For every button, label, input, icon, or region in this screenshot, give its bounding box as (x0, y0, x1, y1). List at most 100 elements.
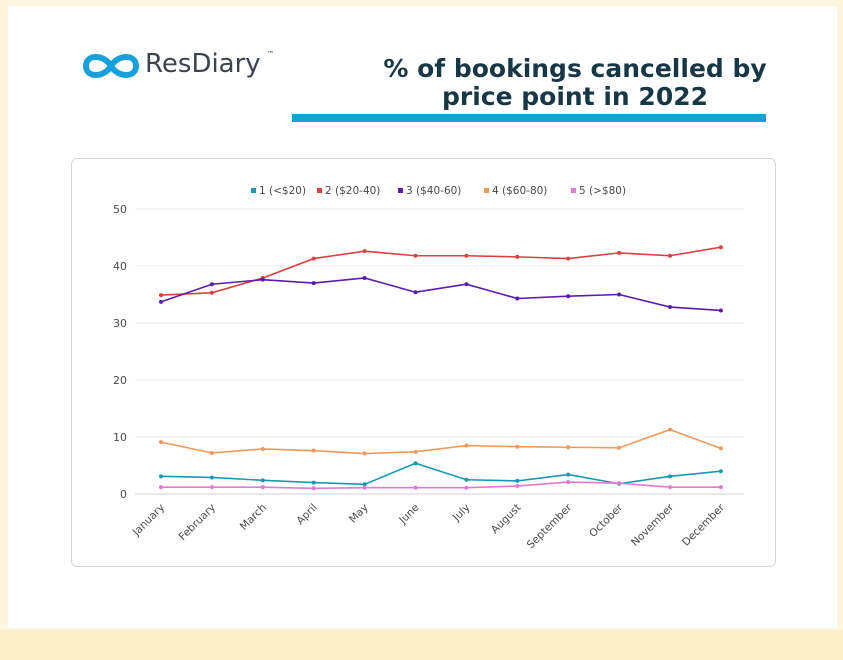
data-point (566, 256, 571, 261)
series-line (160, 277, 721, 312)
data-point (617, 445, 622, 450)
y-tick-label: 20 (113, 374, 127, 387)
x-axis-ticks: January February March April May June July Augu… (130, 501, 728, 551)
data-point (159, 299, 163, 304)
data-point (209, 282, 214, 287)
title-line-2: price point in 2022 (441, 82, 708, 111)
resdiary-logo: ResDiary ™ (82, 48, 282, 84)
series (159, 480, 723, 491)
data-point (362, 451, 367, 456)
data-point (515, 254, 520, 259)
chart-container: 0 10 20 30 40 50 January February March April May… (71, 158, 776, 567)
brand-name: ResDiary (145, 49, 261, 79)
data-point (718, 469, 723, 474)
data-point (209, 485, 214, 490)
page-title: % of bookings cancelled by price point i… (360, 55, 790, 111)
x-tick-label: January (130, 502, 167, 539)
data-point (260, 277, 265, 282)
data-point (413, 461, 418, 466)
data-point (617, 292, 622, 297)
legend-marker (571, 188, 576, 193)
data-point (718, 485, 723, 490)
data-point (718, 245, 723, 250)
data-point (413, 253, 418, 258)
y-tick-label: 50 (113, 203, 127, 216)
y-tick-label: 10 (113, 431, 127, 444)
legend-label: 4 ($60-80) (492, 185, 547, 197)
data-point (718, 446, 723, 451)
data-point (362, 485, 367, 490)
y-tick-label: 0 (120, 488, 127, 501)
data-point (159, 474, 163, 479)
legend-marker (398, 188, 403, 193)
title-underline (292, 114, 766, 122)
series-line (161, 481, 721, 490)
legend-marker (484, 188, 489, 193)
series-line (160, 462, 721, 486)
legend-marker (251, 188, 256, 193)
data-point (413, 449, 418, 454)
x-tick-label: October (587, 501, 626, 540)
data-point (515, 444, 520, 449)
data-point (311, 281, 316, 286)
trademark-symbol: ™ (267, 50, 274, 58)
data-point (159, 293, 163, 298)
data-point (566, 445, 571, 450)
x-tick-label: June (396, 502, 421, 527)
x-tick-label: February (177, 502, 218, 543)
data-point (464, 443, 469, 448)
data-point (260, 446, 265, 451)
data-point (209, 290, 214, 295)
series-lines (159, 245, 723, 491)
data-point (617, 250, 622, 255)
series-line (160, 428, 722, 455)
legend-label: 2 ($20-40) (325, 185, 380, 197)
data-point (311, 486, 316, 491)
data-point (362, 482, 367, 487)
data-point (311, 448, 316, 453)
data-point (260, 485, 265, 490)
x-tick-label: July (450, 502, 473, 525)
data-point (515, 478, 520, 483)
data-point (668, 253, 672, 258)
data-point (464, 253, 469, 258)
data-point (668, 485, 672, 490)
x-tick-label: May (347, 502, 371, 526)
title-line-1: % of bookings cancelled by (383, 54, 767, 83)
data-point (668, 427, 672, 432)
data-point (413, 290, 418, 295)
legend: 1 (<$20) 2 ($20-40) 3 ($40-60) 4 ($60-80) 5 … (251, 185, 626, 197)
data-point (260, 478, 265, 483)
data-point (362, 249, 367, 254)
x-tick-label: November (629, 501, 677, 549)
series (159, 427, 723, 456)
x-tick-label: December (680, 501, 727, 548)
data-point (209, 475, 214, 480)
legend-label: 3 ($40-60) (406, 185, 461, 197)
data-point (668, 305, 672, 310)
data-point (566, 472, 571, 477)
data-point (209, 450, 214, 455)
series (159, 245, 723, 298)
series (159, 461, 723, 487)
data-point (311, 480, 316, 485)
data-point (159, 485, 163, 490)
data-point (464, 477, 469, 482)
legend-label: 1 (<$20) (259, 185, 306, 197)
x-tick-label: March (238, 502, 269, 533)
data-point (668, 474, 672, 479)
data-point (311, 256, 316, 261)
data-point (718, 308, 723, 313)
data-point (159, 440, 163, 445)
data-point (464, 282, 469, 287)
series (159, 275, 723, 313)
data-point (566, 480, 571, 485)
line-chart: 0 10 20 30 40 50 January February March April May… (113, 185, 744, 551)
data-point (617, 481, 622, 486)
x-tick-label: August (489, 502, 523, 536)
y-tick-label: 30 (113, 317, 127, 330)
y-tick-label: 40 (113, 260, 127, 273)
legend-label: 5 (>$80) (579, 185, 626, 197)
data-point (515, 296, 520, 301)
legend-marker (317, 188, 322, 193)
